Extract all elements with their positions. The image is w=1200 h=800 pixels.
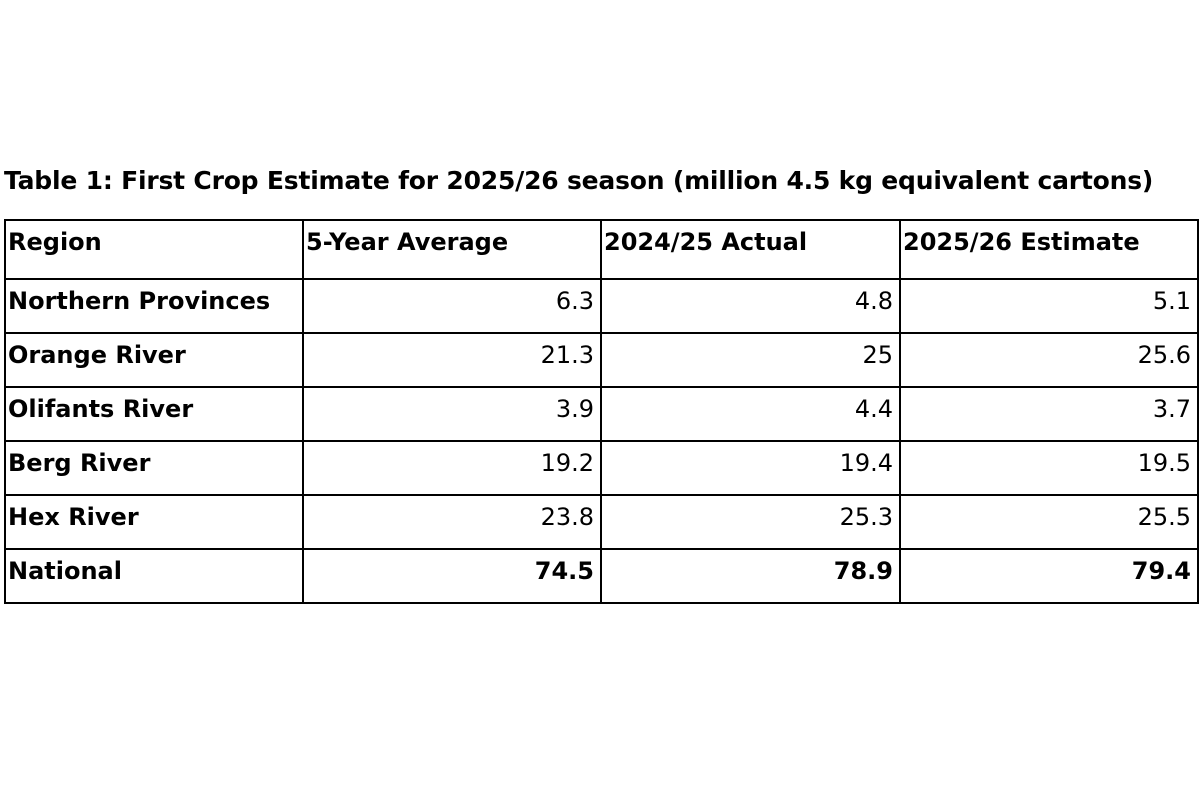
average-cell: 23.8 bbox=[302, 494, 602, 550]
actual-total-cell: 78.9 bbox=[600, 548, 901, 604]
average-cell: 21.3 bbox=[302, 332, 602, 388]
header-region: Region bbox=[4, 219, 304, 280]
actual-cell: 4.8 bbox=[600, 278, 901, 334]
estimate-cell: 25.5 bbox=[899, 494, 1199, 550]
average-cell: 3.9 bbox=[302, 386, 602, 442]
actual-cell: 25.3 bbox=[600, 494, 901, 550]
estimate-cell: 5.1 bbox=[899, 278, 1199, 334]
region-cell: National bbox=[4, 548, 304, 604]
crop-estimate-table: Region 5-Year Average 2024/25 Actual 202… bbox=[4, 219, 1199, 604]
estimate-cell: 25.6 bbox=[899, 332, 1199, 388]
actual-cell: 4.4 bbox=[600, 386, 901, 442]
average-total-cell: 74.5 bbox=[302, 548, 602, 604]
table-row: Hex River 23.8 25.3 25.5 bbox=[4, 494, 1199, 550]
table-row: Olifants River 3.9 4.4 3.7 bbox=[4, 386, 1199, 442]
table-row: Orange River 21.3 25 25.6 bbox=[4, 332, 1199, 388]
national-total-row: National 74.5 78.9 79.4 bbox=[4, 548, 1199, 604]
header-5-year-average: 5-Year Average bbox=[302, 219, 602, 280]
header-row: Region 5-Year Average 2024/25 Actual 202… bbox=[4, 219, 1199, 280]
estimate-cell: 3.7 bbox=[899, 386, 1199, 442]
actual-cell: 25 bbox=[600, 332, 901, 388]
average-cell: 6.3 bbox=[302, 278, 602, 334]
average-cell: 19.2 bbox=[302, 440, 602, 496]
table-caption: Table 1: First Crop Estimate for 2025/26… bbox=[4, 166, 1154, 195]
region-cell: Hex River bbox=[4, 494, 304, 550]
region-cell: Berg River bbox=[4, 440, 304, 496]
estimate-cell: 19.5 bbox=[899, 440, 1199, 496]
estimate-total-cell: 79.4 bbox=[899, 548, 1199, 604]
header-2025-26-estimate: 2025/26 Estimate bbox=[899, 219, 1199, 280]
region-cell: Northern Provinces bbox=[4, 278, 304, 334]
table-row: Berg River 19.2 19.4 19.5 bbox=[4, 440, 1199, 496]
region-cell: Orange River bbox=[4, 332, 304, 388]
region-cell: Olifants River bbox=[4, 386, 304, 442]
actual-cell: 19.4 bbox=[600, 440, 901, 496]
table-row: Northern Provinces 6.3 4.8 5.1 bbox=[4, 278, 1199, 334]
header-2024-25-actual: 2024/25 Actual bbox=[600, 219, 901, 280]
